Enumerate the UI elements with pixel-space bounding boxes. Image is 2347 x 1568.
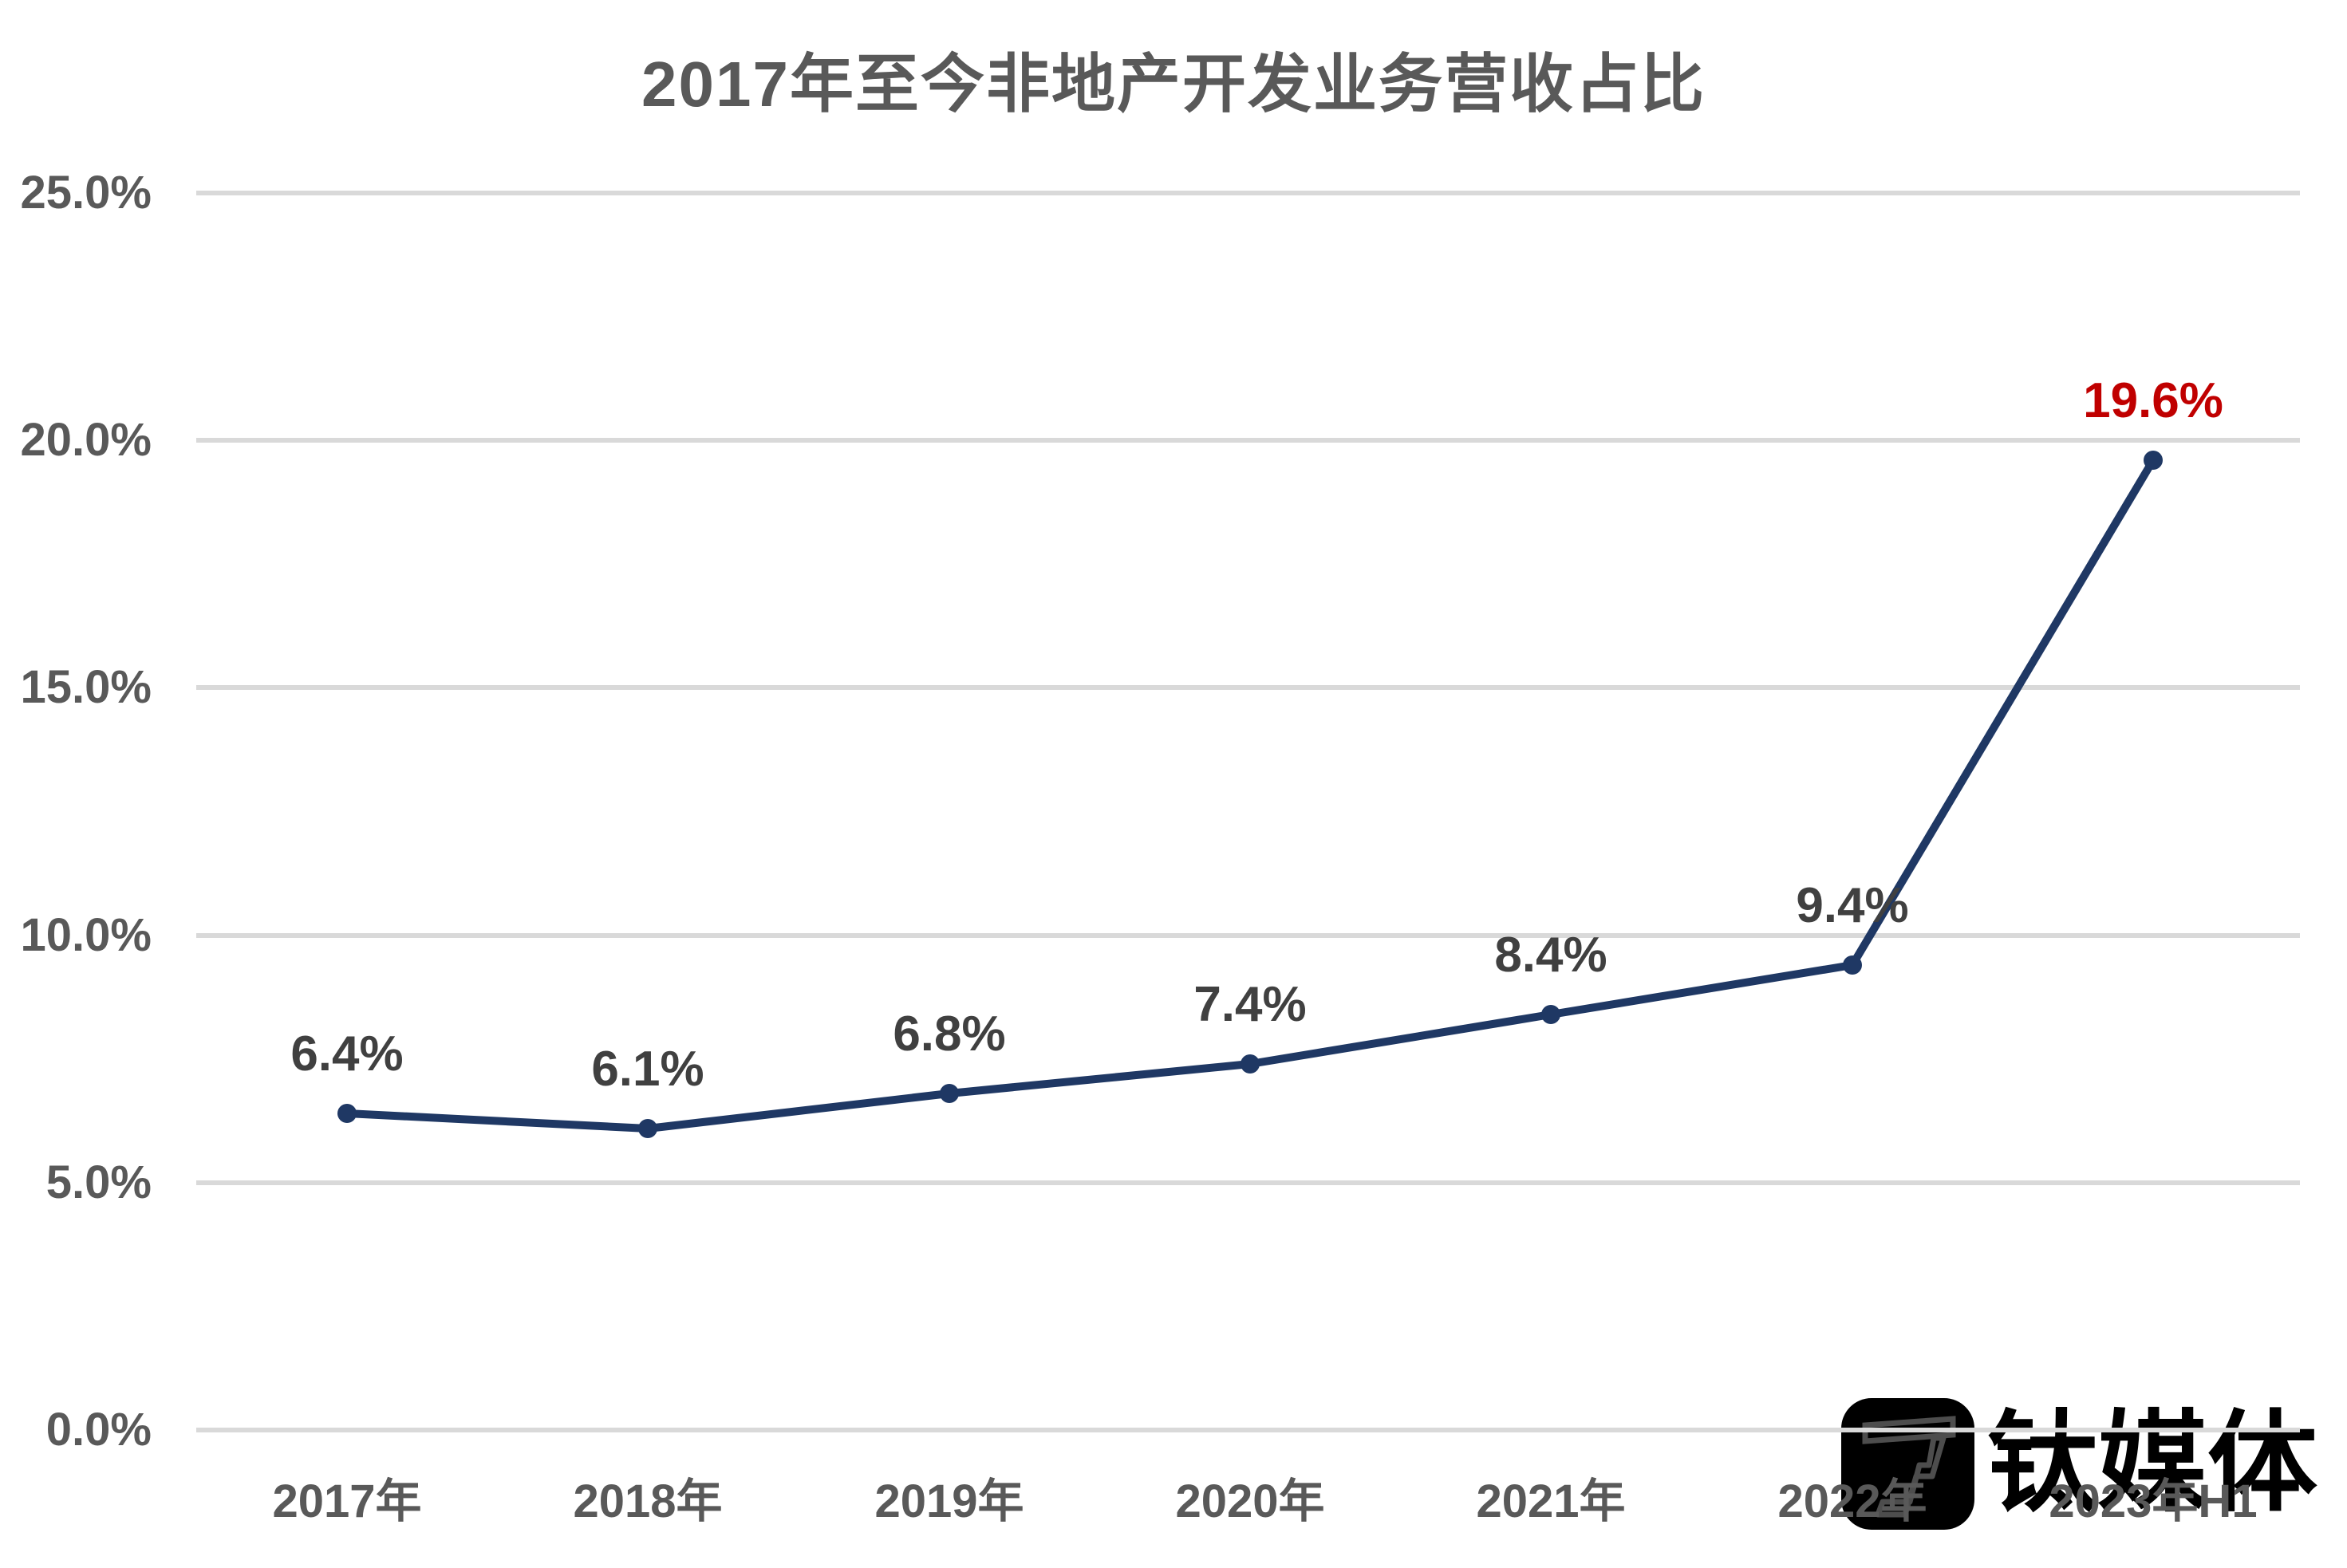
data-value-label: 8.4% <box>1494 928 1607 983</box>
y-tick-label: 0.0% <box>45 1404 152 1456</box>
data-value-label: 9.4% <box>1796 878 1909 933</box>
gridline <box>196 1428 2300 1432</box>
y-tick-label: 15.0% <box>20 661 152 713</box>
x-tick-label: 2022年 <box>1777 1475 1927 1527</box>
x-tick-label: 2020年 <box>1175 1475 1325 1527</box>
data-value-label-highlight: 19.6% <box>2083 373 2223 428</box>
data-point-dot <box>337 1104 357 1123</box>
data-point-dot <box>638 1119 657 1138</box>
data-point-dot <box>1843 955 1862 975</box>
gridline <box>196 685 2300 690</box>
x-tick-label: 2023年H1 <box>2049 1475 2258 1527</box>
data-value-label: 6.1% <box>591 1042 704 1097</box>
x-tick-label: 2019年 <box>874 1475 1024 1527</box>
y-tick-label: 5.0% <box>45 1156 152 1208</box>
data-point-dot <box>940 1084 959 1103</box>
y-tick-label: 20.0% <box>20 414 152 466</box>
data-value-label: 6.4% <box>290 1026 404 1081</box>
data-point-dot <box>1241 1054 1260 1074</box>
gridline <box>196 438 2300 443</box>
gridline <box>196 933 2300 938</box>
data-value-label: 7.4% <box>1193 977 1307 1032</box>
gridline <box>196 191 2300 195</box>
data-point-dot <box>2144 451 2163 470</box>
chart-title: 2017年至今非地产开发业务营收占比 <box>641 49 1706 120</box>
x-tick-label: 2021年 <box>1476 1475 1626 1527</box>
data-point-dot <box>1541 1005 1560 1024</box>
data-value-label: 6.8% <box>893 1007 1006 1062</box>
x-tick-label: 2017年 <box>272 1475 422 1527</box>
watermark-text: 钛媒体 <box>1987 1402 2318 1525</box>
gridline <box>196 1180 2300 1185</box>
x-tick-label: 2018年 <box>573 1475 723 1527</box>
y-tick-label: 10.0% <box>20 909 152 961</box>
y-tick-label: 25.0% <box>20 167 152 219</box>
